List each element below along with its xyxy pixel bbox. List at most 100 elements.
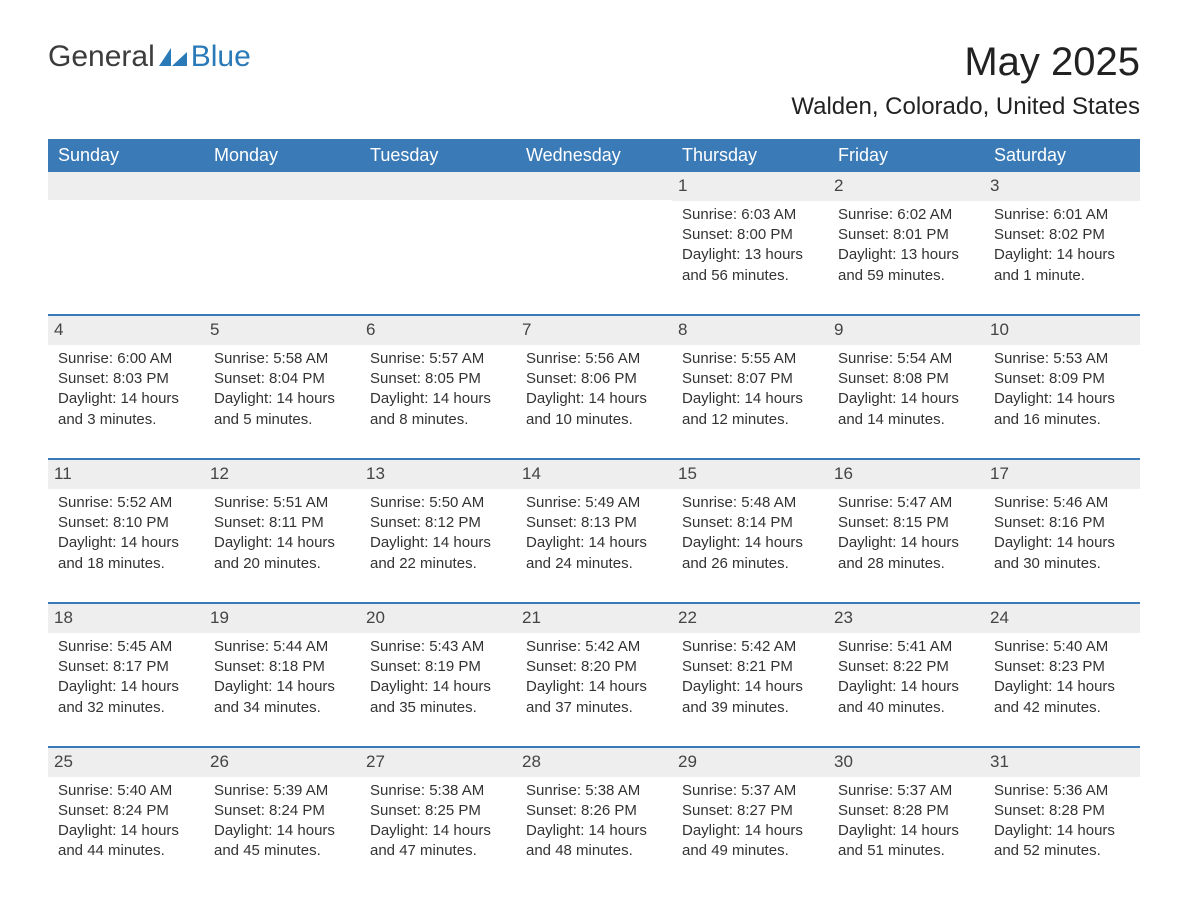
calendar-week-row: 1Sunrise: 6:03 AMSunset: 8:00 PMDaylight… <box>48 172 1140 315</box>
daylight-text: Daylight: 14 hours and 32 minutes. <box>58 677 194 718</box>
sunset-text: Sunset: 8:13 PM <box>526 513 662 533</box>
calendar-day-cell: 20Sunrise: 5:43 AMSunset: 8:19 PMDayligh… <box>360 603 516 747</box>
calendar-day-cell: 17Sunrise: 5:46 AMSunset: 8:16 PMDayligh… <box>984 459 1140 603</box>
daylight-text: Daylight: 14 hours and 10 minutes. <box>526 389 662 430</box>
sunrise-text: Sunrise: 6:01 AM <box>994 205 1130 225</box>
sunset-text: Sunset: 8:28 PM <box>838 801 974 821</box>
day-number: 12 <box>204 460 360 489</box>
sunset-text: Sunset: 8:20 PM <box>526 657 662 677</box>
sunrise-text: Sunrise: 5:50 AM <box>370 493 506 513</box>
daylight-text: Daylight: 14 hours and 44 minutes. <box>58 821 194 862</box>
sunrise-text: Sunrise: 5:58 AM <box>214 349 350 369</box>
day-number: 5 <box>204 316 360 345</box>
sunrise-text: Sunrise: 5:43 AM <box>370 637 506 657</box>
daylight-text: Daylight: 14 hours and 52 minutes. <box>994 821 1130 862</box>
calendar-day-cell: 14Sunrise: 5:49 AMSunset: 8:13 PMDayligh… <box>516 459 672 603</box>
sunrise-text: Sunrise: 5:47 AM <box>838 493 974 513</box>
daylight-text: Daylight: 14 hours and 47 minutes. <box>370 821 506 862</box>
col-monday: Monday <box>204 139 360 172</box>
day-number: 20 <box>360 604 516 633</box>
sunrise-text: Sunrise: 5:54 AM <box>838 349 974 369</box>
calendar-day-cell: 21Sunrise: 5:42 AMSunset: 8:20 PMDayligh… <box>516 603 672 747</box>
daylight-text: Daylight: 14 hours and 28 minutes. <box>838 533 974 574</box>
month-title: May 2025 <box>791 40 1140 85</box>
daylight-text: Daylight: 14 hours and 3 minutes. <box>58 389 194 430</box>
sunrise-text: Sunrise: 5:36 AM <box>994 781 1130 801</box>
calendar-day-cell: 25 Sunrise: 5:40 AMSunset: 8:24 PMDayligh… <box>48 747 204 890</box>
day-number: 14 <box>516 460 672 489</box>
day-number: 9 <box>828 316 984 345</box>
sunrise-text: Sunrise: 6:02 AM <box>838 205 974 225</box>
calendar-week-row: 25Sunrise: 5:40 AMSunset: 8:24 PMDayligh… <box>48 747 1140 890</box>
daylight-text: Daylight: 14 hours and 35 minutes. <box>370 677 506 718</box>
sunset-text: Sunset: 8:00 PM <box>682 225 818 245</box>
calendar-day-cell <box>360 172 516 315</box>
sunset-text: Sunset: 8:27 PM <box>682 801 818 821</box>
calendar-day-cell: 5 Sunrise: 5:58 AMSunset: 8:04 PMDaylight… <box>204 315 360 459</box>
day-number: 11 <box>48 460 204 489</box>
calendar-day-cell <box>516 172 672 315</box>
sunrise-text: Sunrise: 5:42 AM <box>682 637 818 657</box>
sunset-text: Sunset: 8:14 PM <box>682 513 818 533</box>
title-block: May 2025 Walden, Colorado, United States <box>791 40 1140 133</box>
sunrise-text: Sunrise: 5:48 AM <box>682 493 818 513</box>
sunset-text: Sunset: 8:21 PM <box>682 657 818 677</box>
sunrise-text: Sunrise: 5:49 AM <box>526 493 662 513</box>
calendar-day-cell: 7Sunrise: 5:56 AMSunset: 8:06 PMDaylight… <box>516 315 672 459</box>
daylight-text: Daylight: 14 hours and 8 minutes. <box>370 389 506 430</box>
brand-text-2: Blue <box>191 40 251 74</box>
calendar-day-cell: 11Sunrise: 5:52 AMSunset: 8:10 PMDayligh… <box>48 459 204 603</box>
empty-day-strip <box>516 172 672 200</box>
calendar-day-cell: 23Sunrise: 5:41 AMSunset: 8:22 PMDayligh… <box>828 603 984 747</box>
daylight-text: Daylight: 14 hours and 42 minutes. <box>994 677 1130 718</box>
calendar-day-cell: 8Sunrise: 5:55 AMSunset: 8:07 PMDaylight… <box>672 315 828 459</box>
sunset-text: Sunset: 8:24 PM <box>58 801 194 821</box>
calendar-day-cell: 28Sunrise: 5:38 AMSunset: 8:26 PMDayligh… <box>516 747 672 890</box>
day-number: 10 <box>984 316 1140 345</box>
sunrise-text: Sunrise: 5:38 AM <box>526 781 662 801</box>
sunset-text: Sunset: 8:18 PM <box>214 657 350 677</box>
daylight-text: Daylight: 14 hours and 51 minutes. <box>838 821 974 862</box>
sunrise-text: Sunrise: 5:40 AM <box>58 781 194 801</box>
daylight-text: Daylight: 14 hours and 22 minutes. <box>370 533 506 574</box>
sunset-text: Sunset: 8:02 PM <box>994 225 1130 245</box>
sunset-text: Sunset: 8:01 PM <box>838 225 974 245</box>
day-number: 3 <box>984 172 1140 201</box>
sunset-text: Sunset: 8:09 PM <box>994 369 1130 389</box>
sunset-text: Sunset: 8:06 PM <box>526 369 662 389</box>
col-saturday: Saturday <box>984 139 1140 172</box>
sunset-text: Sunset: 8:04 PM <box>214 369 350 389</box>
calendar-day-cell <box>48 172 204 315</box>
sunrise-text: Sunrise: 6:00 AM <box>58 349 194 369</box>
day-number: 15 <box>672 460 828 489</box>
sunset-text: Sunset: 8:08 PM <box>838 369 974 389</box>
brand-logo: General Blue <box>48 40 251 74</box>
sunset-text: Sunset: 8:03 PM <box>58 369 194 389</box>
day-number: 6 <box>360 316 516 345</box>
calendar-day-cell: 31Sunrise: 5:36 AMSunset: 8:28 PMDayligh… <box>984 747 1140 890</box>
day-number: 26 <box>204 748 360 777</box>
daylight-text: Daylight: 13 hours and 59 minutes. <box>838 245 974 286</box>
day-number: 25 <box>48 748 204 777</box>
day-number: 27 <box>360 748 516 777</box>
sunset-text: Sunset: 8:25 PM <box>370 801 506 821</box>
empty-day-strip <box>360 172 516 200</box>
calendar-day-cell: 13Sunrise: 5:50 AMSunset: 8:12 PMDayligh… <box>360 459 516 603</box>
daylight-text: Daylight: 14 hours and 45 minutes. <box>214 821 350 862</box>
sunrise-text: Sunrise: 5:42 AM <box>526 637 662 657</box>
calendar-day-cell <box>204 172 360 315</box>
daylight-text: Daylight: 14 hours and 20 minutes. <box>214 533 350 574</box>
daylight-text: Daylight: 14 hours and 49 minutes. <box>682 821 818 862</box>
daylight-text: Daylight: 14 hours and 5 minutes. <box>214 389 350 430</box>
sunset-text: Sunset: 8:26 PM <box>526 801 662 821</box>
sunset-text: Sunset: 8:07 PM <box>682 369 818 389</box>
daylight-text: Daylight: 14 hours and 12 minutes. <box>682 389 818 430</box>
daylight-text: Daylight: 14 hours and 16 minutes. <box>994 389 1130 430</box>
day-number: 21 <box>516 604 672 633</box>
sunrise-text: Sunrise: 5:46 AM <box>994 493 1130 513</box>
day-number: 13 <box>360 460 516 489</box>
sunrise-text: Sunrise: 5:45 AM <box>58 637 194 657</box>
daylight-text: Daylight: 14 hours and 48 minutes. <box>526 821 662 862</box>
col-thursday: Thursday <box>672 139 828 172</box>
calendar-day-cell: 18Sunrise: 5:45 AMSunset: 8:17 PMDayligh… <box>48 603 204 747</box>
